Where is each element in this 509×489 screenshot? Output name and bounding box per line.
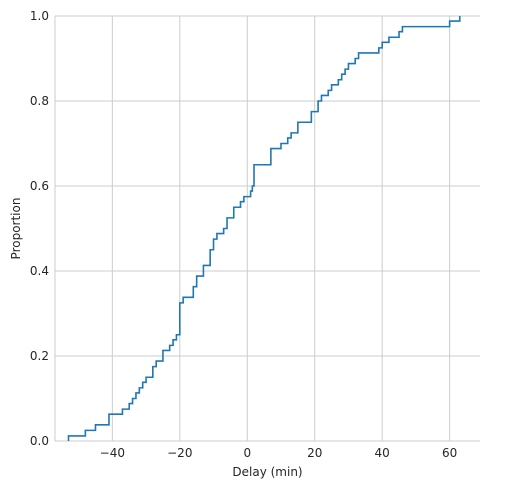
x-tick-label: 0 (243, 446, 251, 460)
y-tick-label: 0.8 (30, 94, 49, 108)
x-tick-label: −40 (100, 446, 125, 460)
grid-lines (55, 15, 480, 442)
x-tick-label: 60 (442, 446, 457, 460)
y-tick-label: 0.2 (30, 349, 49, 363)
x-ticks: −40 −20 0 20 40 60 (100, 446, 458, 460)
x-axis-label: Delay (min) (232, 465, 302, 479)
y-tick-label: 0.0 (30, 434, 49, 448)
series-group (67, 16, 461, 441)
y-axis-label: Proportion (9, 198, 23, 260)
x-tick-label: 40 (375, 446, 390, 460)
ecdf-step-line (67, 16, 461, 441)
x-tick-label: 20 (307, 446, 322, 460)
axes (54, 16, 480, 442)
y-tick-label: 0.6 (30, 179, 49, 193)
y-tick-label: 0.4 (30, 264, 49, 278)
x-tick-label: −20 (167, 446, 192, 460)
y-ticks: 0.0 0.2 0.4 0.6 0.8 1.0 (30, 9, 49, 448)
y-tick-label: 1.0 (30, 9, 49, 23)
